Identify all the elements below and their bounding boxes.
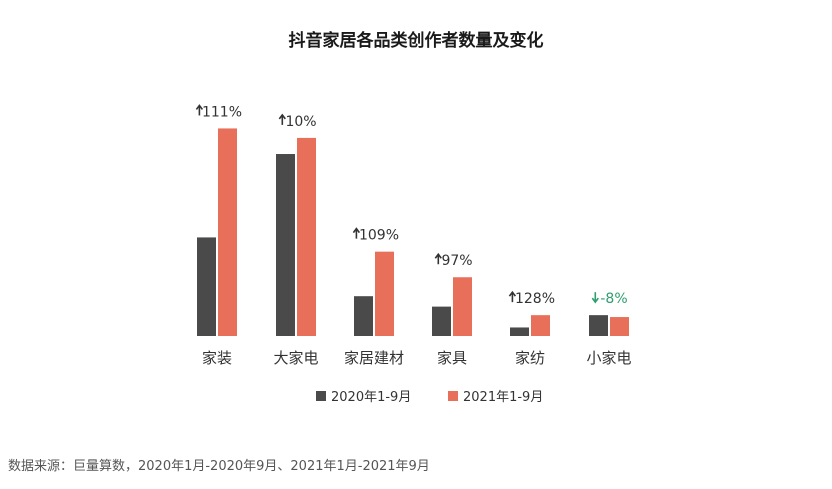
category-label: 家具: [437, 349, 467, 367]
bar-2021-5: [610, 317, 629, 336]
bar-2020-1: [276, 154, 295, 336]
bar-2021-4: [531, 315, 550, 336]
change-label: 111%: [202, 104, 242, 120]
change-label: 97%: [441, 253, 472, 269]
bar-2021-0: [218, 128, 237, 336]
arrow-up-icon: [352, 227, 361, 239]
change-label: 10%: [285, 114, 316, 130]
category-label: 家装: [202, 349, 232, 367]
bar-2021-2: [375, 251, 394, 336]
bar-2020-4: [510, 327, 529, 336]
category-label: 家纺: [515, 349, 545, 367]
legend-swatch-2020: [316, 391, 326, 401]
legend-swatch-2021: [448, 391, 458, 401]
bar-2021-1: [297, 137, 316, 336]
category-label: 大家电: [273, 349, 318, 367]
legend-label: 2021年1-9月: [463, 390, 543, 405]
change-labels: 111% 10% 109% 97% 128% -8%: [195, 104, 628, 307]
arrow-up-icon: [278, 113, 286, 125]
bar-2021-3: [453, 277, 472, 336]
arrow-down-icon: [591, 292, 599, 304]
category-label: 小家电: [586, 349, 631, 367]
bar-2020-0: [197, 237, 216, 336]
source-note: 数据来源：巨量算数，2020年1月-2020年9月、2021年1月-2021年9…: [8, 459, 430, 474]
legend: 2020年1-9月 2021年1-9月: [316, 390, 543, 405]
arrow-up-icon: [434, 252, 442, 265]
bars-group: [197, 128, 629, 336]
arrow-up-icon: [508, 290, 517, 303]
category-labels: 家装 大家电 家居建材 家具 家纺 小家电: [202, 349, 632, 367]
category-label: 家居建材: [344, 349, 404, 367]
arrow-up-icon: [195, 104, 204, 116]
bar-2020-2: [354, 296, 373, 336]
legend-label: 2020年1-9月: [331, 390, 411, 405]
change-label: -8%: [600, 291, 627, 307]
change-label: 128%: [515, 291, 555, 307]
bar-2020-5: [589, 315, 608, 336]
chart-title: 抖音家居各品类创作者数量及变化: [289, 30, 544, 51]
bar-2020-3: [432, 306, 451, 336]
change-label: 109%: [359, 228, 399, 244]
